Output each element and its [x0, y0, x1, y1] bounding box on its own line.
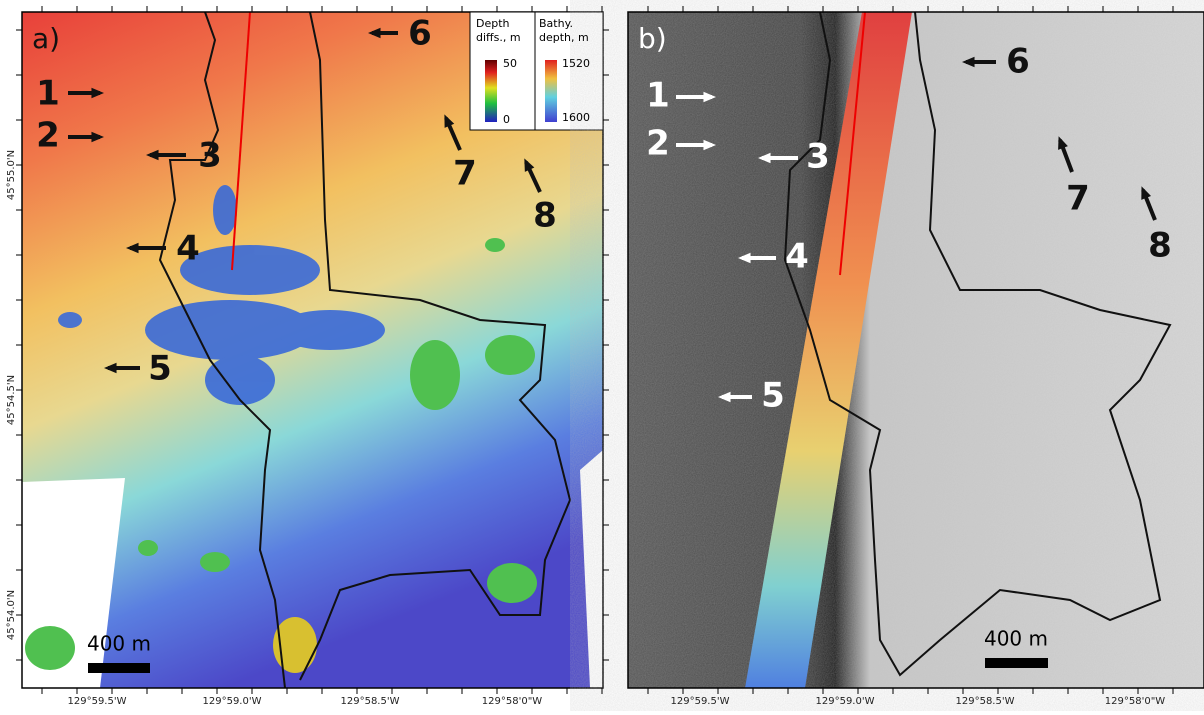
longitude-label: 129°58'0"W — [482, 696, 543, 707]
longitude-label: 129°58'0"W — [1105, 696, 1166, 707]
panel-label: b) — [638, 22, 667, 55]
feature-marker: 5 — [761, 376, 785, 416]
longitude-label: 129°58.5'W — [341, 696, 400, 707]
feature-marker: 6 — [1006, 42, 1030, 82]
panel-a — [22, 12, 603, 688]
feature-marker: 7 — [453, 154, 477, 194]
figure: a)b)1234567812345678Depthdiffs., m500Bat… — [0, 0, 1204, 711]
feature-marker: 1 — [646, 76, 670, 116]
feature-marker: 4 — [176, 229, 200, 269]
feature-marker: 3 — [806, 137, 830, 177]
scale-bar — [985, 658, 1048, 668]
feature-marker: 5 — [148, 349, 172, 389]
feature-marker: 4 — [785, 237, 809, 277]
scale-bar — [88, 663, 150, 673]
feature-marker: 8 — [533, 196, 557, 236]
scale-label: 400 m — [87, 632, 151, 656]
longitude-label: 129°58.5'W — [956, 696, 1015, 707]
legend-label: 50 — [503, 57, 517, 70]
scale-label: 400 m — [984, 627, 1048, 651]
latitude-label: 45°54.0'N — [6, 590, 17, 640]
panel-b — [628, 12, 1204, 688]
legend-label: 1520 — [562, 57, 590, 70]
longitude-label: 129°59.0'W — [816, 696, 875, 707]
longitude-label: 129°59.5'W — [671, 696, 730, 707]
latitude-label: 45°54.5'N — [6, 375, 17, 425]
feature-marker: 3 — [198, 136, 222, 176]
sidescan-texture — [628, 12, 1204, 688]
feature-marker: 2 — [646, 124, 670, 164]
legend-label: 0 — [503, 113, 510, 126]
feature-marker: 6 — [408, 14, 432, 54]
longitude-label: 129°59.5'W — [68, 696, 127, 707]
latitude-label: 45°55.0'N — [6, 150, 17, 200]
feature-marker: 1 — [36, 74, 60, 114]
color-bar — [485, 60, 497, 122]
legend-label: 1600 — [562, 111, 590, 124]
feature-marker: 7 — [1066, 179, 1090, 219]
feature-marker: 2 — [36, 116, 60, 156]
panel-label: a) — [32, 22, 60, 55]
feature-marker: 8 — [1148, 226, 1172, 266]
color-bar — [545, 60, 557, 122]
longitude-label: 129°59.0'W — [203, 696, 262, 707]
